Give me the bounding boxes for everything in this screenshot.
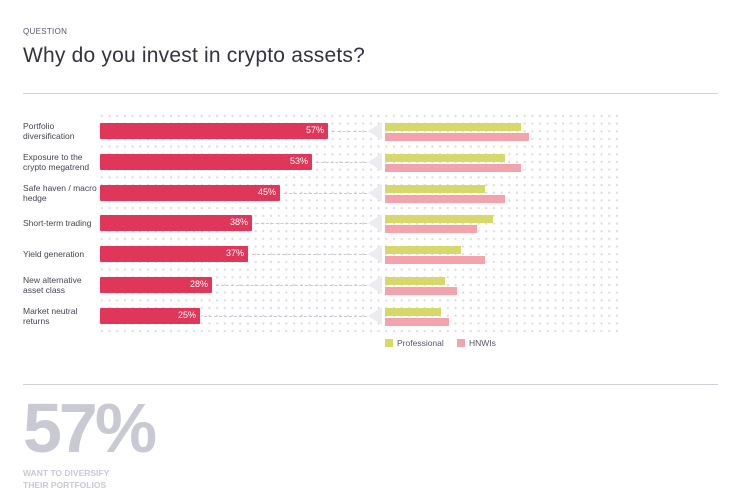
legend-swatch-professional: [385, 339, 393, 347]
eyebrow-label: QUESTION: [23, 27, 68, 36]
bar-value-label: 45%: [257, 186, 276, 197]
category-label: Market neutral returns: [23, 305, 78, 326]
legend-label: HNWIs: [469, 338, 496, 348]
category-label: Yield generation: [23, 249, 85, 260]
page-title: Why do you invest in crypto assets?: [23, 44, 365, 67]
connector-line: [252, 254, 372, 256]
hnwi-bar: [385, 163, 521, 172]
professional-bar: [385, 153, 505, 162]
connector-arrow: [368, 152, 382, 171]
connector-line: [256, 223, 372, 225]
overall-bar: 57%: [100, 123, 328, 139]
professional-bar: [385, 123, 521, 131]
overall-bar: 25%: [100, 307, 200, 324]
bar-value-label: 37%: [225, 248, 244, 259]
callout-caption-line: THEIR PORTFOLIOS: [23, 480, 107, 490]
connector-line: [284, 192, 372, 195]
bar-value-label: 53%: [289, 155, 308, 166]
category-label: Short-term trading: [23, 218, 92, 229]
hnwi-bar: [385, 317, 449, 326]
connector-line: [204, 315, 372, 318]
professional-bar: [385, 246, 461, 255]
callout-caption-line: WANT TO DIVERSIFY: [23, 468, 110, 478]
professional-bar: [385, 307, 441, 316]
professional-bar: [385, 215, 493, 224]
bar-value-label: 28%: [189, 279, 208, 289]
overall-bar: 28%: [100, 277, 212, 293]
category-label: New alternative asset class: [23, 275, 82, 295]
hnwi-bar: [385, 194, 505, 203]
hnwi-bar: [385, 256, 485, 265]
callout-caption: WANT TO DIVERSIFY THEIR PORTFOLIOS: [23, 467, 109, 491]
category-label: Portfolio diversification: [23, 121, 75, 141]
overall-bar: 53%: [100, 153, 312, 170]
legend-label: Professional: [397, 338, 444, 348]
legend-hnwis: HNWIs: [457, 338, 496, 348]
hnwi-bar: [385, 287, 457, 295]
divider-top: [23, 93, 718, 94]
legend-professional: Professional: [385, 338, 444, 348]
bar-value-label: 25%: [177, 309, 196, 320]
connector-arrow: [368, 245, 382, 264]
category-label: Safe haven / macro hedge: [23, 182, 97, 203]
bar-value-label: 38%: [229, 217, 248, 228]
bar-value-label: 57%: [305, 125, 324, 135]
hnwi-bar: [385, 133, 529, 141]
connector-line: [316, 161, 372, 164]
hnwi-bar: [385, 225, 477, 234]
divider-bottom: [23, 384, 718, 385]
connector-line: [332, 131, 372, 133]
connector-arrow: [368, 122, 382, 140]
callout-value: 57%: [23, 389, 157, 467]
professional-bar: [385, 184, 485, 193]
overall-bar: 45%: [100, 184, 280, 201]
connector-arrow: [368, 306, 382, 325]
overall-bar: 38%: [100, 215, 252, 232]
connector-line: [216, 285, 372, 287]
connector-arrow: [368, 214, 382, 233]
category-label: Exposure to the crypto megatrend: [23, 151, 90, 172]
connector-arrow: [368, 276, 382, 294]
overall-bar: 37%: [100, 246, 248, 263]
connector-arrow: [368, 183, 382, 202]
professional-bar: [385, 277, 445, 285]
legend-swatch-hnwis: [457, 339, 465, 347]
